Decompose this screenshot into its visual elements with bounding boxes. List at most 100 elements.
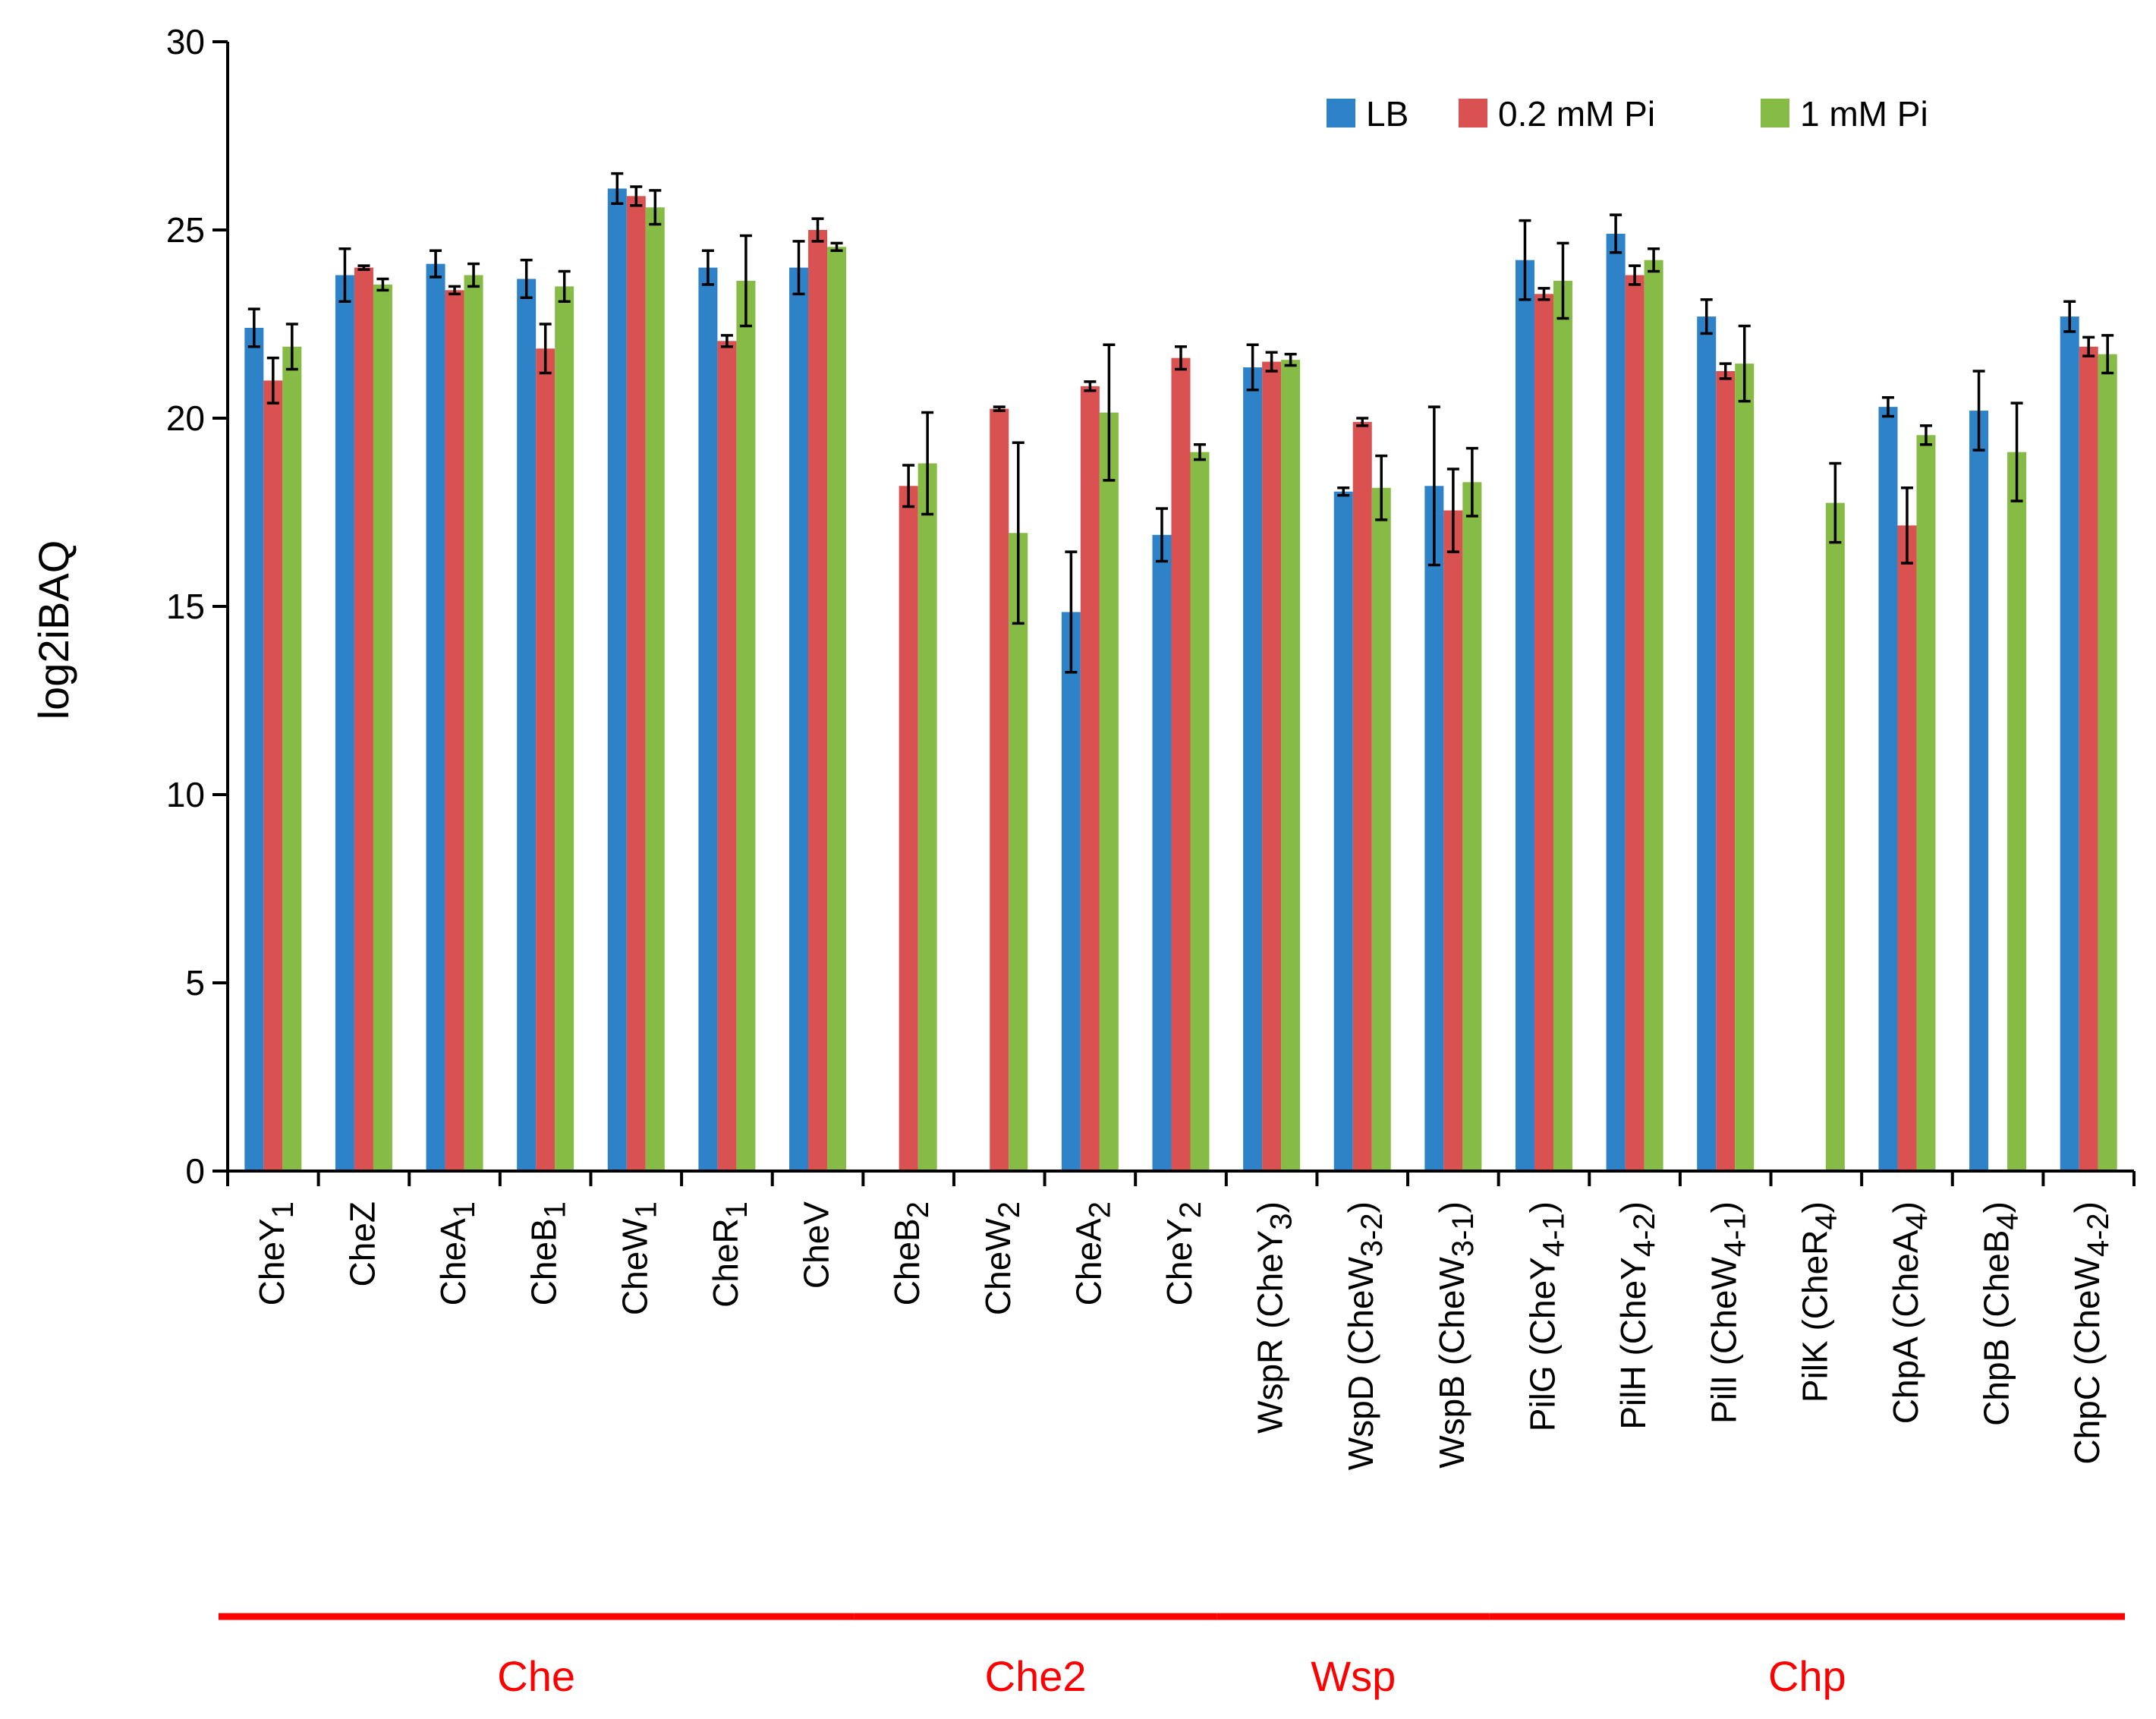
legend-item-1-mm-pi[interactable]: 1 mM Pi xyxy=(1761,94,1928,134)
bar-lb xyxy=(1152,534,1172,1171)
category-label: CheW2 xyxy=(978,1201,1026,1315)
category-label: CheW1 xyxy=(615,1201,663,1315)
bar-0-2-mm-pi xyxy=(717,341,737,1171)
bar-0-2-mm-pi xyxy=(536,348,556,1171)
bar-lb xyxy=(517,279,537,1172)
bar-0-2-mm-pi xyxy=(354,267,373,1172)
category-label: PilI (CheW4-1) xyxy=(1704,1201,1752,1424)
y-axis-ticks: 0 5 10 15 20 25 30 xyxy=(166,22,228,1191)
bar-1-mm-pi xyxy=(1735,364,1755,1172)
bar-0-2-mm-pi xyxy=(1171,357,1191,1171)
bar-0-2-mm-pi xyxy=(263,380,283,1171)
group-label: Che2 xyxy=(985,1652,1087,1700)
legend-label: 1 mM Pi xyxy=(1800,94,1928,134)
category-label: CheB2 xyxy=(887,1201,935,1305)
y-tick-label: 25 xyxy=(166,210,205,250)
y-tick-label: 20 xyxy=(166,398,205,438)
y-tick-label: 5 xyxy=(185,963,205,1003)
bar-1-mm-pi xyxy=(917,463,937,1171)
bar-0-2-mm-pi xyxy=(1716,371,1736,1171)
legend[interactable]: LB 0.2 mM Pi 1 mM Pi xyxy=(1327,94,1928,134)
bar-1-mm-pi xyxy=(555,286,574,1171)
bar-1-mm-pi xyxy=(282,346,302,1171)
bar-1-mm-pi xyxy=(1825,502,1845,1171)
bar-1-mm-pi xyxy=(2098,354,2117,1172)
y-tick-label: 30 xyxy=(166,22,205,61)
legend-swatch xyxy=(1761,99,1789,128)
group-label: Chp xyxy=(1768,1652,1846,1700)
y-axis-label: log2iBAQ xyxy=(30,540,77,720)
legend-label: LB xyxy=(1366,94,1408,134)
bar-1-mm-pi xyxy=(1190,452,1210,1171)
x-axis-ticks xyxy=(226,1171,2136,1186)
error-bars-layer xyxy=(247,172,2114,674)
bar-0-2-mm-pi xyxy=(990,408,1009,1171)
bar-1-mm-pi xyxy=(1553,280,1572,1172)
category-label: WspD (CheW3-2) xyxy=(1341,1201,1389,1470)
category-labels: CheY1 CheZ CheA1 CheB1 CheW1 CheR1 CheV CheB2 Ch… xyxy=(252,1201,2115,1471)
category-label: CheY2 xyxy=(1160,1201,1207,1305)
bar-1-mm-pi xyxy=(736,280,756,1172)
group-label: Wsp xyxy=(1311,1652,1396,1700)
bar-0-2-mm-pi xyxy=(1443,510,1463,1171)
bar-lb xyxy=(1061,612,1081,1171)
bar-1-mm-pi xyxy=(827,247,847,1171)
bar-lb xyxy=(698,267,718,1172)
legend-swatch xyxy=(1327,99,1355,128)
group-label: Che xyxy=(497,1652,575,1700)
bar-lb xyxy=(244,327,264,1172)
bar-lb xyxy=(1878,407,1898,1171)
category-label: CheA1 xyxy=(433,1201,481,1305)
bar-1-mm-pi xyxy=(373,284,392,1171)
category-label: CheY1 xyxy=(252,1201,300,1305)
bar-lb xyxy=(1515,260,1534,1172)
y-tick-label: 0 xyxy=(185,1151,205,1191)
category-label: PilG (CheY4-1) xyxy=(1522,1201,1570,1431)
bar-lb xyxy=(426,263,445,1171)
bar-0-2-mm-pi xyxy=(1897,525,1917,1171)
category-label: CheB1 xyxy=(524,1201,572,1305)
y-tick-label: 10 xyxy=(166,775,205,814)
bar-0-2-mm-pi xyxy=(2079,346,2098,1171)
bar-1-mm-pi xyxy=(645,207,665,1171)
bar-0-2-mm-pi xyxy=(1625,275,1645,1171)
bar-1-mm-pi xyxy=(2007,452,2027,1171)
category-label: WspR (CheY3) xyxy=(1251,1201,1298,1434)
category-label: ChpC (CheW4-2) xyxy=(2067,1201,2115,1465)
bar-0-2-mm-pi xyxy=(626,196,646,1171)
legend-label: 0.2 mM Pi xyxy=(1498,94,1655,134)
bar-lb xyxy=(1243,367,1263,1171)
bar-0-2-mm-pi xyxy=(1352,421,1372,1171)
group-brackets: Che Che2 Wsp Chp xyxy=(219,1613,2125,1700)
bars-layer xyxy=(244,188,2117,1172)
legend-swatch xyxy=(1459,99,1487,128)
bar-0-2-mm-pi xyxy=(808,230,828,1171)
category-label: WspB (CheW3-1) xyxy=(1432,1201,1480,1469)
legend-item-lb[interactable]: LB xyxy=(1327,94,1408,134)
legend-item-0-2-mm-pi[interactable]: 0.2 mM Pi xyxy=(1459,94,1655,134)
bar-lb xyxy=(1969,411,1989,1171)
bar-lb xyxy=(1424,486,1444,1171)
bar-1-mm-pi xyxy=(1009,533,1028,1171)
bar-lb xyxy=(1333,491,1353,1171)
category-label: ChpA (CheA4) xyxy=(1886,1201,1934,1424)
bar-0-2-mm-pi xyxy=(1262,361,1282,1172)
y-tick-label: 15 xyxy=(166,587,205,626)
category-label: CheV xyxy=(797,1201,836,1289)
bar-0-2-mm-pi xyxy=(1534,294,1553,1171)
bar-1-mm-pi xyxy=(1916,435,1936,1171)
bar-lb xyxy=(1606,233,1626,1172)
bar-lb xyxy=(335,275,354,1171)
category-label: PilK (CheR4) xyxy=(1795,1201,1843,1403)
category-label: PilH (CheY4-2) xyxy=(1613,1201,1661,1430)
bar-1-mm-pi xyxy=(464,275,483,1171)
bar-0-2-mm-pi xyxy=(899,486,918,1171)
category-label: CheR1 xyxy=(706,1201,754,1308)
bar-lb xyxy=(2060,316,2079,1172)
category-label: CheA2 xyxy=(1069,1201,1116,1305)
category-label: CheZ xyxy=(342,1201,382,1286)
bar-1-mm-pi xyxy=(1099,412,1119,1171)
bar-1-mm-pi xyxy=(1281,360,1301,1171)
bar-1-mm-pi xyxy=(1462,482,1482,1171)
bar-lb xyxy=(789,267,809,1172)
